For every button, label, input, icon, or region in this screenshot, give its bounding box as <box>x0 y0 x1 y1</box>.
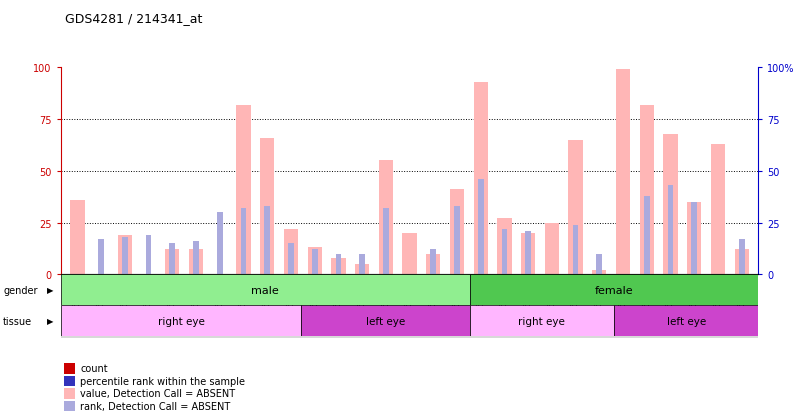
Text: ▶: ▶ <box>47 286 54 294</box>
Text: ▶: ▶ <box>47 317 54 325</box>
Bar <box>336 254 341 275</box>
Bar <box>592 271 607 275</box>
Text: male: male <box>251 285 279 295</box>
Bar <box>597 254 603 275</box>
Text: tissue: tissue <box>3 316 32 326</box>
Bar <box>614 306 758 337</box>
Bar <box>241 209 247 275</box>
Bar <box>122 237 127 275</box>
Bar <box>311 250 318 275</box>
Bar <box>470 275 758 306</box>
Bar <box>288 244 294 275</box>
Bar <box>359 254 365 275</box>
Bar <box>307 248 322 275</box>
Text: percentile rank within the sample: percentile rank within the sample <box>80 376 246 386</box>
Bar <box>478 180 483 275</box>
Bar <box>521 233 535 275</box>
Text: left eye: left eye <box>366 316 406 326</box>
Bar <box>739 240 744 275</box>
Bar <box>431 250 436 275</box>
Bar <box>118 235 132 275</box>
Bar <box>383 209 388 275</box>
Bar <box>302 306 470 337</box>
Text: gender: gender <box>3 285 38 295</box>
Bar <box>217 213 222 275</box>
Bar <box>264 206 270 275</box>
Bar <box>331 258 345 275</box>
Bar <box>71 200 84 275</box>
Bar <box>569 140 583 275</box>
Bar <box>64 363 75 374</box>
Bar <box>501 229 508 275</box>
Text: right eye: right eye <box>518 316 565 326</box>
Bar <box>640 105 654 275</box>
Bar <box>260 138 274 275</box>
Bar <box>61 275 470 306</box>
Bar <box>98 240 104 275</box>
Bar <box>236 105 251 275</box>
Bar <box>616 70 630 275</box>
Text: count: count <box>80 363 108 374</box>
Bar <box>545 223 559 275</box>
Bar <box>526 231 531 275</box>
Bar <box>379 161 393 275</box>
Text: right eye: right eye <box>157 316 204 326</box>
Text: female: female <box>594 285 633 295</box>
Bar <box>64 388 75 399</box>
Bar <box>426 254 440 275</box>
Bar <box>667 186 673 275</box>
Bar <box>64 401 75 411</box>
Bar <box>644 196 650 275</box>
Bar <box>450 190 464 275</box>
Bar <box>687 202 702 275</box>
Bar <box>165 250 179 275</box>
Bar <box>146 235 152 275</box>
Bar <box>573 225 578 275</box>
Bar <box>497 219 512 275</box>
Bar <box>402 233 417 275</box>
Text: GDS4281 / 214341_at: GDS4281 / 214341_at <box>65 12 202 25</box>
Text: rank, Detection Call = ABSENT: rank, Detection Call = ABSENT <box>80 401 230 411</box>
Bar <box>710 145 725 275</box>
Bar <box>284 229 298 275</box>
Bar <box>474 83 488 275</box>
Bar <box>61 306 302 337</box>
Bar <box>735 250 749 275</box>
Text: left eye: left eye <box>667 316 706 326</box>
Bar <box>169 244 175 275</box>
Text: value, Detection Call = ABSENT: value, Detection Call = ABSENT <box>80 388 235 399</box>
Bar <box>454 206 460 275</box>
Bar <box>355 264 369 275</box>
Bar <box>663 134 678 275</box>
Bar <box>470 306 614 337</box>
Bar <box>189 250 204 275</box>
Bar <box>692 202 697 275</box>
Bar <box>64 376 75 386</box>
Bar <box>193 242 199 275</box>
